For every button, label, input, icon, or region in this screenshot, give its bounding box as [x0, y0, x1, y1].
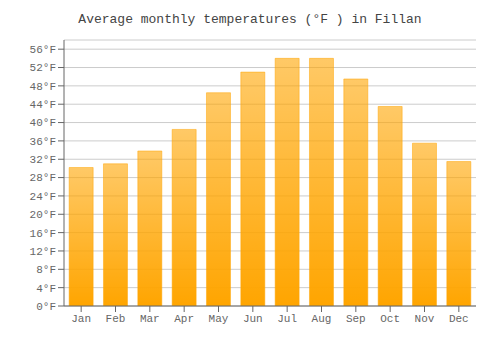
- svg-text:24°F: 24°F: [30, 191, 56, 203]
- svg-text:20°F: 20°F: [30, 209, 56, 221]
- svg-text:Nov: Nov: [415, 313, 435, 325]
- svg-text:Jun: Jun: [243, 313, 263, 325]
- svg-text:56°F: 56°F: [30, 44, 56, 56]
- svg-text:44°F: 44°F: [30, 99, 56, 111]
- html-text:Average monthly temperatures (: Average monthly temperatures (°F ) in Fi…: [78, 12, 422, 27]
- svg-text:12°F: 12°F: [30, 246, 56, 258]
- svg-text:Apr: Apr: [174, 313, 194, 325]
- svg-text:Jul: Jul: [277, 313, 297, 325]
- svg-text:Feb: Feb: [106, 313, 126, 325]
- svg-text:48°F: 48°F: [30, 81, 56, 93]
- svg-text:40°F: 40°F: [30, 117, 56, 129]
- svg-text:Dec: Dec: [449, 313, 469, 325]
- svg-text:Oct: Oct: [380, 313, 400, 325]
- svg-text:52°F: 52°F: [30, 62, 56, 74]
- svg-text:Jan: Jan: [71, 313, 91, 325]
- svg-text:16°F: 16°F: [30, 228, 56, 240]
- svg-text:32°F: 32°F: [30, 154, 56, 166]
- svg-text:Mar: Mar: [140, 313, 160, 325]
- svg-text:28°F: 28°F: [30, 172, 56, 184]
- svg-text:4°F: 4°F: [36, 283, 56, 295]
- svg-text:36°F: 36°F: [30, 136, 56, 148]
- svg-text:0°F: 0°F: [36, 301, 56, 313]
- svg-text:Aug: Aug: [312, 313, 332, 325]
- svg-text:May: May: [209, 313, 229, 325]
- svg-text:8°F: 8°F: [36, 264, 56, 276]
- svg-text:Sep: Sep: [346, 313, 366, 325]
